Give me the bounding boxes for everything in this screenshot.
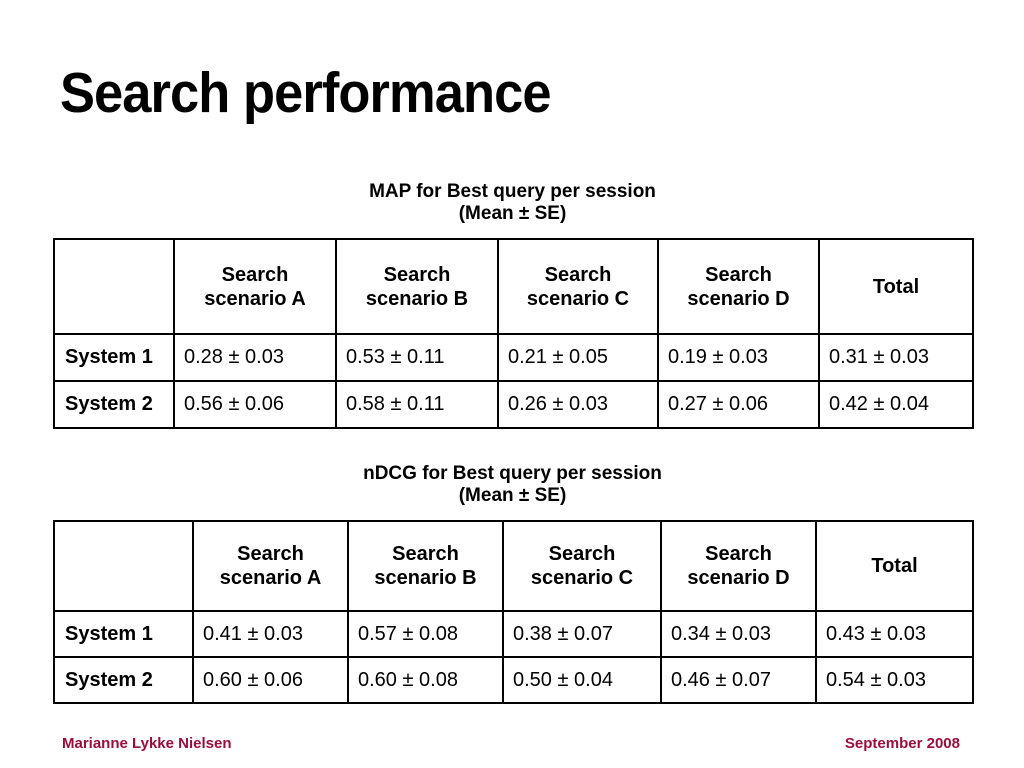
table2-caption-line2: (Mean ± SE) bbox=[458, 485, 567, 506]
row-label: System 2 bbox=[53, 656, 194, 704]
value-cell: 0.60 ± 0.06 bbox=[192, 656, 349, 704]
value-cell: 0.60 ± 0.08 bbox=[347, 656, 504, 704]
column-header-line: Search bbox=[544, 263, 612, 286]
page-title: Search performance bbox=[60, 61, 552, 125]
column-header: Search scenario A bbox=[192, 520, 349, 612]
table-row: System 1 0.28 ± 0.03 0.53 ± 0.11 0.21 ± … bbox=[53, 333, 974, 382]
column-header: Search scenario D bbox=[660, 520, 817, 612]
column-header-line: Search bbox=[237, 543, 304, 565]
value-cell: 0.50 ± 0.04 bbox=[502, 656, 662, 704]
map-table: Search scenario A Search scenario B Sear… bbox=[53, 238, 974, 429]
value-cell: 0.28 ± 0.03 bbox=[173, 333, 337, 382]
column-header: Search scenario C bbox=[497, 238, 659, 335]
row-label: System 1 bbox=[53, 333, 175, 382]
column-header-line: scenario C bbox=[526, 287, 630, 310]
value-cell: 0.42 ± 0.04 bbox=[818, 380, 974, 429]
column-header-line: scenario D bbox=[687, 287, 790, 310]
column-header-line: scenario D bbox=[687, 567, 790, 589]
value-cell: 0.19 ± 0.03 bbox=[657, 333, 820, 382]
column-header: Search scenario B bbox=[347, 520, 504, 612]
table2-caption-line1: nDCG for Best query per session bbox=[363, 463, 662, 484]
column-header: Search scenario D bbox=[657, 238, 820, 335]
table-row: System 1 0.41 ± 0.03 0.57 ± 0.08 0.38 ± … bbox=[53, 610, 974, 658]
column-header-total: Total bbox=[818, 238, 974, 335]
footer-date: September 2008 bbox=[844, 735, 960, 752]
table-header-row: Search scenario A Search scenario B Sear… bbox=[53, 520, 974, 612]
value-cell: 0.43 ± 0.03 bbox=[815, 610, 974, 658]
column-header-line: scenario B bbox=[365, 287, 469, 310]
table-row: System 2 0.60 ± 0.06 0.60 ± 0.08 0.50 ± … bbox=[53, 656, 974, 704]
value-cell: 0.58 ± 0.11 bbox=[335, 380, 499, 429]
corner-cell bbox=[53, 238, 175, 335]
row-label: System 1 bbox=[53, 610, 194, 658]
value-cell: 0.26 ± 0.03 bbox=[497, 380, 659, 429]
value-cell: 0.54 ± 0.03 bbox=[815, 656, 974, 704]
table1-caption: MAP for Best query per session (Mean ± S… bbox=[53, 181, 972, 225]
column-header-line: scenario A bbox=[219, 567, 322, 589]
table1-caption-line1: MAP for Best query per session bbox=[369, 181, 656, 202]
column-header-line: Search bbox=[548, 543, 616, 565]
value-cell: 0.57 ± 0.08 bbox=[347, 610, 504, 658]
column-header-line: scenario C bbox=[530, 567, 634, 589]
table-header-row: Search scenario A Search scenario B Sear… bbox=[53, 238, 974, 335]
table1-caption-line2: (Mean ± SE) bbox=[458, 203, 567, 224]
column-header-line: scenario A bbox=[204, 287, 306, 310]
value-cell: 0.27 ± 0.06 bbox=[657, 380, 820, 429]
column-header-line: Search bbox=[705, 543, 772, 565]
value-cell: 0.38 ± 0.07 bbox=[502, 610, 662, 658]
value-cell: 0.46 ± 0.07 bbox=[660, 656, 817, 704]
column-header-line: Search bbox=[383, 263, 451, 286]
corner-cell bbox=[53, 520, 194, 612]
column-header: Search scenario B bbox=[335, 238, 499, 335]
column-header-line: Search bbox=[221, 263, 289, 286]
value-cell: 0.34 ± 0.03 bbox=[660, 610, 817, 658]
column-header-total: Total bbox=[815, 520, 974, 612]
value-cell: 0.21 ± 0.05 bbox=[497, 333, 659, 382]
column-header-line: Search bbox=[392, 543, 459, 565]
value-cell: 0.31 ± 0.03 bbox=[818, 333, 974, 382]
ndcg-table: Search scenario A Search scenario B Sear… bbox=[53, 520, 974, 704]
column-header: Search scenario C bbox=[502, 520, 662, 612]
value-cell: 0.41 ± 0.03 bbox=[192, 610, 349, 658]
footer-author: Marianne Lykke Nielsen bbox=[62, 735, 232, 752]
value-cell: 0.56 ± 0.06 bbox=[173, 380, 337, 429]
column-header-line: scenario B bbox=[374, 567, 477, 589]
row-label: System 2 bbox=[53, 380, 175, 429]
column-header-line: Search bbox=[705, 263, 772, 286]
column-header: Search scenario A bbox=[173, 238, 337, 335]
table2-caption: nDCG for Best query per session (Mean ± … bbox=[53, 463, 972, 507]
table-row: System 2 0.56 ± 0.06 0.58 ± 0.11 0.26 ± … bbox=[53, 380, 974, 429]
slide-footer: Marianne Lykke Nielsen September 2008 bbox=[62, 735, 960, 752]
value-cell: 0.53 ± 0.11 bbox=[335, 333, 499, 382]
